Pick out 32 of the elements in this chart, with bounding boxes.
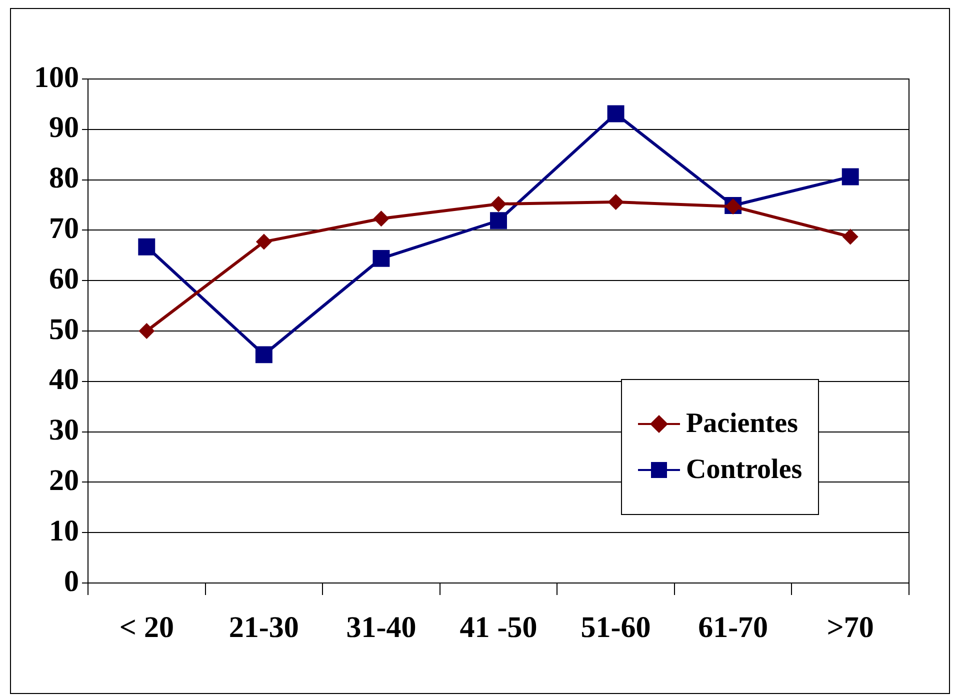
- y-tick-label: 50: [49, 312, 79, 346]
- point: [138, 238, 156, 256]
- point: [372, 250, 390, 267]
- point: [490, 196, 506, 212]
- x-tick-label: 41 -50: [460, 610, 538, 644]
- x-tick-label: 21-30: [228, 610, 299, 644]
- point: [607, 105, 624, 122]
- legend-label: Pacientes: [686, 408, 798, 440]
- y-tick-label: 60: [49, 262, 79, 296]
- point: [138, 323, 155, 339]
- y-tick-label: 0: [64, 564, 79, 598]
- x-tick-label: 51-60: [580, 610, 651, 644]
- point: [490, 212, 507, 230]
- x-tick-label: >70: [826, 610, 874, 644]
- y-tick-label: 10: [49, 514, 79, 548]
- point: [255, 346, 272, 364]
- y-tick-label: 40: [49, 363, 79, 396]
- y-tick-label: 30: [49, 414, 79, 447]
- y-tick-label: 20: [49, 464, 79, 497]
- y-tick-label: 100: [34, 60, 79, 94]
- x-tick-label: 31-40: [346, 610, 416, 644]
- x-tick-label: 61-70: [698, 610, 768, 644]
- y-tick-label: 70: [49, 212, 79, 245]
- legend-label: Controles: [686, 454, 802, 486]
- y-tick-label: 80: [49, 162, 79, 195]
- point: [842, 228, 858, 245]
- x-tick-label: < 20: [119, 610, 174, 644]
- y-tick-label: 90: [49, 111, 79, 144]
- point: [373, 210, 390, 227]
- point: [842, 168, 859, 186]
- point: [608, 194, 624, 210]
- point: [256, 234, 272, 250]
